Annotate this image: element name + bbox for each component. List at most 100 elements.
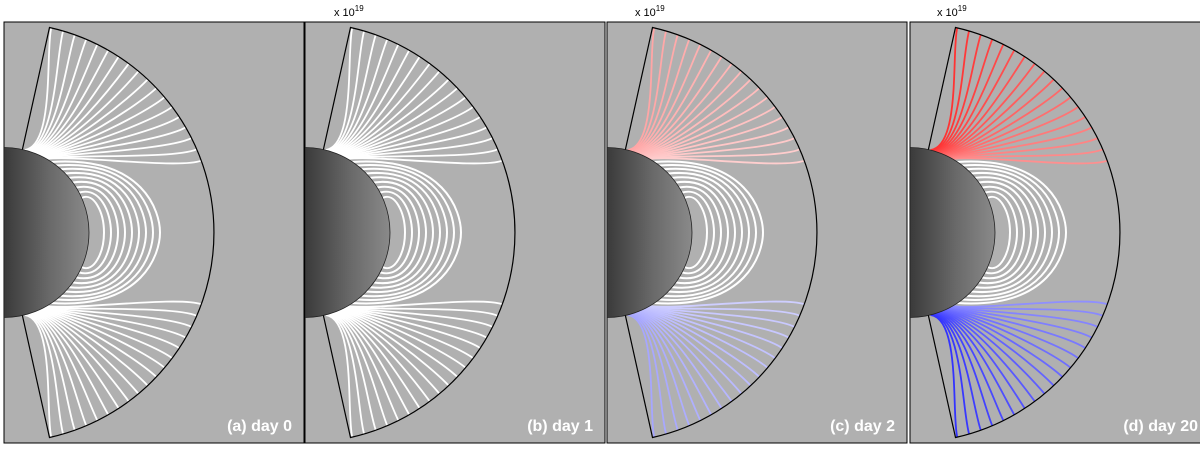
closed-field-line xyxy=(981,185,1026,280)
open-field-line xyxy=(628,313,667,435)
open-field-line xyxy=(29,312,99,421)
open-field-line xyxy=(944,96,1072,156)
closed-field-line xyxy=(369,176,435,289)
closed-field-line xyxy=(957,160,1068,305)
open-field-line xyxy=(37,309,158,378)
open-field-line xyxy=(332,312,411,416)
open-field-line xyxy=(332,49,411,153)
open-field-line xyxy=(42,126,187,158)
closed-field-line xyxy=(361,167,449,298)
open-field-line xyxy=(648,148,801,160)
domain-boundary xyxy=(21,26,215,439)
closed-field-line xyxy=(668,172,744,293)
open-field-line xyxy=(931,30,970,152)
open-field-line xyxy=(934,38,994,152)
open-field-line xyxy=(329,38,389,152)
open-field-line xyxy=(347,157,503,165)
closed-field-line xyxy=(678,185,723,280)
open-field-line xyxy=(942,310,1055,387)
open-field-line xyxy=(938,311,1026,409)
closed-field-line xyxy=(663,167,751,298)
open-field-line xyxy=(326,30,365,152)
open-field-line xyxy=(952,157,1108,165)
closed-field-line xyxy=(681,190,716,275)
open-field-line xyxy=(939,311,1036,402)
open-field-line xyxy=(27,313,76,431)
closed-field-line xyxy=(78,190,113,275)
open-field-line xyxy=(45,305,198,317)
open-field-line xyxy=(32,311,120,409)
open-field-line xyxy=(35,310,140,395)
sun-disk xyxy=(607,147,693,318)
open-field-line xyxy=(943,309,1064,378)
open-field-line xyxy=(338,309,459,378)
open-field-line xyxy=(329,313,389,427)
open-field-line xyxy=(35,70,140,155)
open-field-line xyxy=(634,49,713,153)
closed-field-line xyxy=(984,190,1019,275)
open-field-line xyxy=(333,311,421,409)
open-field-line xyxy=(347,300,503,308)
closed-field-line xyxy=(65,172,141,293)
open-field-line xyxy=(344,137,494,159)
open-field-line xyxy=(631,313,691,427)
open-field-line xyxy=(31,312,110,416)
open-field-line xyxy=(33,63,130,154)
open-field-line xyxy=(342,307,481,349)
closed-field-line xyxy=(659,164,758,301)
domain-boundary xyxy=(624,26,818,439)
open-field-line xyxy=(28,313,88,427)
panel-label: (c) day 2 xyxy=(830,418,895,435)
closed-field-line xyxy=(987,195,1012,270)
closed-field-line xyxy=(671,176,737,289)
open-field-line xyxy=(328,34,377,152)
panel-b: (b) day 1 xyxy=(304,21,606,444)
open-field-line xyxy=(330,312,400,421)
open-field-line xyxy=(649,157,805,165)
open-field-line xyxy=(40,308,173,359)
closed-field-line xyxy=(962,164,1061,301)
open-field-line xyxy=(935,312,1005,421)
open-field-line xyxy=(645,307,790,339)
open-field-line xyxy=(933,34,982,152)
open-field-line xyxy=(25,313,64,435)
open-field-line xyxy=(42,307,187,339)
open-field-line xyxy=(634,312,713,416)
open-field-line xyxy=(640,309,761,378)
open-field-line xyxy=(646,306,796,328)
open-field-line xyxy=(41,307,180,349)
panel-content xyxy=(910,26,1121,439)
open-field-line xyxy=(28,38,88,152)
open-field-line xyxy=(951,305,1104,317)
open-field-line xyxy=(43,137,193,159)
panel-c: (c) day 2 xyxy=(606,21,908,444)
open-field-line xyxy=(949,306,1099,328)
panel-label: (a) day 0 xyxy=(227,418,292,435)
open-field-line xyxy=(328,313,377,431)
open-field-line xyxy=(627,27,656,151)
open-field-line xyxy=(337,310,450,387)
closed-field-line xyxy=(684,195,709,270)
open-field-line xyxy=(343,126,488,158)
panel-label: (d) day 20 xyxy=(1123,418,1198,435)
colorbar-multiplier: x 1019 xyxy=(937,4,967,19)
open-field-line xyxy=(930,314,959,438)
open-field-line xyxy=(326,313,365,435)
closed-field-line xyxy=(51,160,162,305)
open-field-line xyxy=(949,137,1099,159)
panel-d: (d) day 20 xyxy=(909,21,1200,444)
closed-field-line xyxy=(81,195,106,270)
open-field-line xyxy=(325,314,354,438)
open-field-line xyxy=(943,87,1064,156)
panel-content xyxy=(4,26,215,439)
open-field-line xyxy=(337,78,450,155)
open-field-line xyxy=(941,310,1046,395)
closed-field-line xyxy=(60,167,148,298)
open-field-line xyxy=(45,148,198,160)
closed-field-line xyxy=(75,185,120,280)
panel-a: (a) day 0 xyxy=(3,21,305,444)
open-field-line xyxy=(25,30,64,152)
open-field-line xyxy=(951,148,1104,160)
closed-field-line xyxy=(971,172,1047,293)
